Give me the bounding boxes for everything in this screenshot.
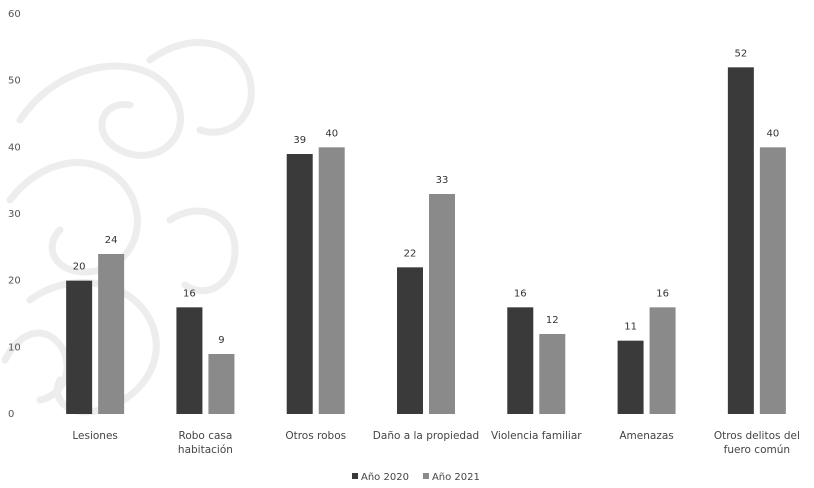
x-tick-label: fuero común	[724, 444, 790, 456]
bars	[66, 67, 786, 415]
bar	[649, 307, 676, 414]
data-label: 16	[656, 288, 669, 299]
data-label: 33	[436, 175, 449, 186]
x-tick-label: Amenazas	[619, 430, 673, 442]
data-labels: 20 24 16 9 39 40 22 33 16 12 11 16 52 40	[73, 48, 779, 346]
bar	[98, 254, 125, 414]
bar	[208, 354, 235, 414]
bar	[617, 340, 644, 414]
bar	[66, 280, 93, 414]
bar	[539, 334, 566, 414]
y-tick-label: 50	[8, 76, 21, 87]
bar	[318, 147, 345, 415]
y-axis: 0 10 20 30 40 50 60	[8, 9, 21, 420]
x-axis: Lesiones Robo casa habitación Otros robos Da…	[72, 430, 800, 456]
bar	[429, 194, 455, 414]
x-tick-label: Violencia familiar	[491, 430, 582, 442]
bar	[727, 67, 754, 414]
bar	[759, 147, 786, 415]
y-tick-label: 0	[8, 409, 14, 420]
bar	[176, 307, 203, 414]
data-label: 11	[624, 322, 637, 333]
x-tick-label: Lesiones	[72, 430, 118, 442]
data-label: 24	[105, 235, 118, 246]
y-tick-label: 40	[8, 142, 21, 153]
legend-label: Año 2020	[361, 472, 409, 483]
y-tick-label: 10	[8, 342, 21, 353]
data-label: 39	[293, 135, 306, 146]
bar	[397, 267, 423, 414]
x-tick-label: Otros robos	[285, 430, 346, 442]
bar	[286, 154, 313, 414]
x-tick-label: habitación	[178, 444, 233, 456]
data-label: 16	[183, 288, 196, 299]
data-label: 20	[73, 262, 86, 273]
x-tick-label: Otros delitos del	[714, 430, 800, 442]
data-label: 9	[218, 335, 224, 346]
data-label: 52	[734, 48, 747, 59]
x-tick-label: Robo casa	[179, 430, 233, 442]
data-label: 40	[325, 128, 338, 139]
data-label: 12	[546, 315, 559, 326]
y-tick-label: 60	[8, 9, 21, 20]
y-tick-label: 30	[8, 209, 21, 220]
legend-swatch	[352, 473, 358, 479]
bar	[507, 307, 534, 414]
legend-swatch	[422, 473, 429, 479]
data-label: 22	[404, 248, 417, 259]
data-label: 16	[514, 288, 527, 299]
y-tick-label: 20	[8, 276, 21, 287]
x-tick-label: Daño a la propiedad	[373, 430, 479, 442]
legend: Año 2020 Año 2021	[352, 472, 480, 483]
data-label: 40	[766, 128, 779, 139]
legend-label: Año 2021	[432, 472, 480, 483]
